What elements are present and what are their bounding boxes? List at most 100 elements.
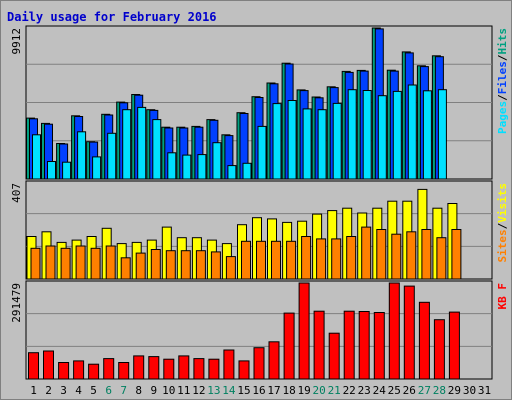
day-label: 7 [120,384,127,397]
bar-kb-f [373,312,385,380]
bar-pages [242,162,252,180]
day-label: 22 [343,384,356,397]
bar-pages [362,90,372,180]
bar-pages [377,95,387,180]
panel-legend: Pages/Files/Hits [496,28,509,134]
panel-legend: Sites/Visits [496,183,509,263]
day-label: 31 [478,384,491,397]
bar-kb-f [298,282,310,380]
bar-kb-f [328,332,340,380]
day-label: 6 [105,384,112,397]
bar-pages [392,90,402,180]
bar-sites [75,245,86,280]
day-label: 28 [433,384,446,397]
day-label: 18 [282,384,295,397]
bar-sites [346,236,357,280]
bar-kb-f [148,356,160,380]
day-label: 4 [75,384,82,397]
bar-sites [105,245,116,280]
panel-kbf: 291479 KB F [10,280,509,380]
bar-kb-f [118,362,130,380]
day-label: 2 [45,384,52,397]
bar-kb-f [28,352,39,380]
bar-pages [332,102,342,180]
legend-entry: Hits [496,28,509,55]
bar-pages [137,106,147,180]
day-label: 5 [90,384,97,397]
day-label: 24 [373,384,387,397]
bar-pages [122,109,132,180]
bar-pages [197,154,207,180]
legend-entry: Pages [496,101,509,134]
bar-kb-f [448,311,460,380]
day-label: 25 [388,384,401,397]
bar-kb-f [193,358,205,380]
bar-sites [225,256,236,280]
bar-sites [421,229,432,280]
day-label: 1 [30,384,37,397]
bar-kb-f [43,350,54,380]
max-value-label: 9912 [10,28,23,55]
bar-kb-f [238,360,250,380]
bar-pages [317,109,327,180]
bar-kb-f [223,349,235,380]
bar-sites [406,231,417,280]
day-label: 29 [448,384,461,397]
day-label: 20 [312,384,325,397]
legend-entry: Visits [496,183,509,223]
bar-sites [391,233,402,280]
bar-sites [256,240,266,280]
bar-pages [152,119,162,180]
bar-kb-f [103,358,115,380]
bar-kb-f [283,312,295,380]
bar-pages [182,154,192,180]
legend-entry: / [496,54,509,61]
bar-sites [210,251,221,280]
day-label: 17 [267,384,280,397]
bar-kb-f [73,360,85,380]
bar-sites [361,226,372,280]
legend-entry: / [496,94,509,101]
bar-sites [60,247,71,280]
bar-kb-f [163,358,175,380]
bar-sites [120,257,131,280]
bar-sites [316,238,327,280]
bar-sites [195,250,206,280]
day-label: 26 [403,384,416,397]
bar-kb-f [403,285,415,380]
day-label: 9 [150,384,157,397]
bar-sites [451,229,462,280]
day-label: 3 [60,384,67,397]
bar-pages [302,108,312,180]
bar-pages [347,89,357,180]
bar-pages [407,84,417,180]
bar-pages [227,165,237,180]
bar-pages [437,89,447,180]
bar-pages [272,103,282,180]
day-label: 19 [297,384,310,397]
max-value-label: 291479 [10,283,23,323]
bar-sites [165,250,176,280]
bar-kb-f [268,341,280,380]
day-label: 14 [222,384,236,397]
bar-sites [135,252,146,280]
day-label: 30 [463,384,476,397]
bar-sites [30,247,41,280]
bar-pages [422,90,432,180]
bar-sites [376,229,387,280]
bar-sites [286,240,297,280]
legend-entry: Files [496,61,509,94]
day-label: 27 [418,384,431,397]
legend-entry: Sites [496,229,509,262]
bar-sites [301,236,312,280]
bar-kb-f [343,310,355,380]
chart-title: Daily usage for February 2016 [7,10,217,24]
bar-pages [287,100,297,180]
bar-pages [32,134,41,180]
bar-kb-f [133,355,145,380]
legend-entry: / [496,222,509,229]
day-label: 13 [207,384,220,397]
